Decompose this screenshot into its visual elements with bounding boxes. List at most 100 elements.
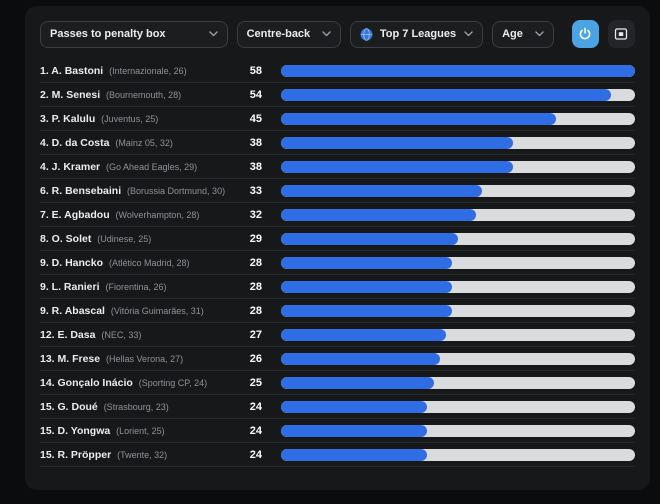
table-row[interactable]: 15. R. Pröpper (Twente, 32) 24 [40,443,635,467]
player-rank-name: 15. G. Doué [40,400,98,413]
table-row[interactable]: 13. M. Frese (Hellas Verona, 27) 26 [40,347,635,371]
table-row[interactable]: 15. G. Doué (Strasbourg, 23) 24 [40,395,635,419]
player-label: 14. Gonçalo Inácio (Sporting CP, 24) [40,377,228,389]
player-team-age: (Sporting CP, 24) [138,377,208,388]
power-icon [578,27,592,41]
player-label: 13. M. Frese (Hellas Verona, 27) [40,353,228,365]
player-team-age: (NEC, 33) [101,329,142,340]
stat-filter-dropdown[interactable]: Passes to penalty box [40,20,228,48]
player-label: 1. A. Bastoni (Internazionale, 26) [40,65,228,77]
player-team-age: (Hellas Verona, 27) [106,353,184,364]
stats-panel: Passes to penalty box Centre-back Top 7 … [25,6,650,490]
table-row[interactable]: 6. R. Bensebaini (Borussia Dortmund, 30)… [40,179,635,203]
player-team-age: (Borussia Dortmund, 30) [127,185,226,196]
stat-value: 29 [249,232,262,245]
stat-value: 27 [249,328,262,341]
bar-track [281,232,635,245]
stat-value: 28 [249,304,262,317]
player-rank-name: 1. A. Bastoni [40,64,104,77]
table-row[interactable]: 15. D. Yongwa (Lorient, 25) 24 [40,419,635,443]
player-label: 8. O. Solet (Udinese, 25) [40,233,228,245]
player-team-age: (Atlético Madrid, 28) [108,257,190,268]
table-row[interactable]: 12. E. Dasa (NEC, 33) 27 [40,323,635,347]
player-rank-name: 9. L. Ranieri [40,280,100,293]
bar-track [281,136,635,149]
bar-track [281,400,635,413]
player-rank-name: 3. P. Kalulu [40,112,96,125]
player-rank-name: 14. Gonçalo Inácio [40,376,133,389]
bar-fill [281,232,458,245]
player-label: 15. R. Pröpper (Twente, 32) [40,449,228,461]
age-filter-label: Age [502,28,523,40]
player-rank-name: 9. D. Hancko [40,256,104,269]
table-row[interactable]: 7. E. Agbadou (Wolverhampton, 28) 32 [40,203,635,227]
stat-value: 26 [249,352,262,365]
player-label: 9. R. Abascal (Vitória Guimarães, 31) [40,305,228,317]
player-label: 9. L. Ranieri (Fiorentina, 26) [40,281,228,293]
player-team-age: (Go Ahead Eagles, 29) [106,161,198,172]
bar-fill [281,256,452,269]
bar-track [281,424,635,437]
player-label: 15. D. Yongwa (Lorient, 25) [40,425,228,437]
league-filter-dropdown[interactable]: Top 7 Leagues [349,20,484,48]
position-filter-label: Centre-back [246,28,311,40]
stat-value: 24 [249,424,262,437]
stat-filter-label: Passes to penalty box [50,28,166,40]
bar-track [281,304,635,317]
bar-track [281,256,635,269]
bar-fill [281,88,611,101]
player-rank-name: 13. M. Frese [40,352,101,365]
table-row[interactable]: 8. O. Solet (Udinese, 25) 29 [40,227,635,251]
table-row[interactable]: 2. M. Senesi (Bournemouth, 28) 54 [40,83,635,107]
table-row[interactable]: 1. A. Bastoni (Internazionale, 26) 58 [40,59,635,83]
player-rank-name: 15. R. Pröpper [40,448,112,461]
bar-fill [281,352,440,365]
player-label: 4. J. Kramer (Go Ahead Eagles, 29) [40,161,228,173]
table-row[interactable]: 3. P. Kalulu (Juventus, 25) 45 [40,107,635,131]
stat-value: 28 [249,256,262,269]
bar-track [281,376,635,389]
table-row[interactable]: 4. D. da Costa (Mainz 05, 32) 38 [40,131,635,155]
player-label: 6. R. Bensebaini (Borussia Dortmund, 30) [40,185,228,197]
player-team-age: (Twente, 32) [117,449,168,460]
bar-fill [281,424,428,437]
bar-track [281,208,635,221]
stat-value: 24 [249,400,262,413]
bar-fill [281,328,446,341]
calendar-icon [614,27,628,41]
bar-fill [281,136,513,149]
player-label: 12. E. Dasa (NEC, 33) [40,329,228,341]
player-rank-name: 2. M. Senesi [40,88,101,101]
table-row[interactable]: 14. Gonçalo Inácio (Sporting CP, 24) 25 [40,371,635,395]
player-rank-name: 8. O. Solet [40,232,92,245]
player-label: 15. G. Doué (Strasbourg, 23) [40,401,228,413]
bar-fill [281,376,434,389]
table-row[interactable]: 9. L. Ranieri (Fiorentina, 26) 28 [40,275,635,299]
position-filter-dropdown[interactable]: Centre-back [236,20,341,48]
player-team-age: (Udinese, 25) [97,233,152,244]
player-team-age: (Lorient, 25) [116,425,165,436]
bar-fill [281,64,635,77]
bar-track [281,160,635,173]
bar-fill [281,280,452,293]
league-filter-label: Top 7 Leagues [379,28,457,40]
age-filter-dropdown[interactable]: Age [492,20,554,48]
calendar-button[interactable] [607,20,635,48]
stat-value: 25 [249,376,262,389]
bar-track [281,184,635,197]
chevron-down-icon [322,31,331,37]
table-row[interactable]: 9. R. Abascal (Vitória Guimarães, 31) 28 [40,299,635,323]
chevron-down-icon [464,31,473,37]
player-label: 3. P. Kalulu (Juventus, 25) [40,113,228,125]
bar-track [281,448,635,461]
stat-value: 54 [249,88,262,101]
player-rank-name: 9. R. Abascal [40,304,105,317]
table-row[interactable]: 9. D. Hancko (Atlético Madrid, 28) 28 [40,251,635,275]
power-toggle-button[interactable] [571,20,599,48]
stat-value: 28 [249,280,262,293]
player-rank-name: 4. D. da Costa [40,136,110,149]
table-row[interactable]: 4. J. Kramer (Go Ahead Eagles, 29) 38 [40,155,635,179]
bar-fill [281,184,483,197]
player-label: 2. M. Senesi (Bournemouth, 28) [40,89,228,101]
stat-value: 38 [249,160,262,173]
